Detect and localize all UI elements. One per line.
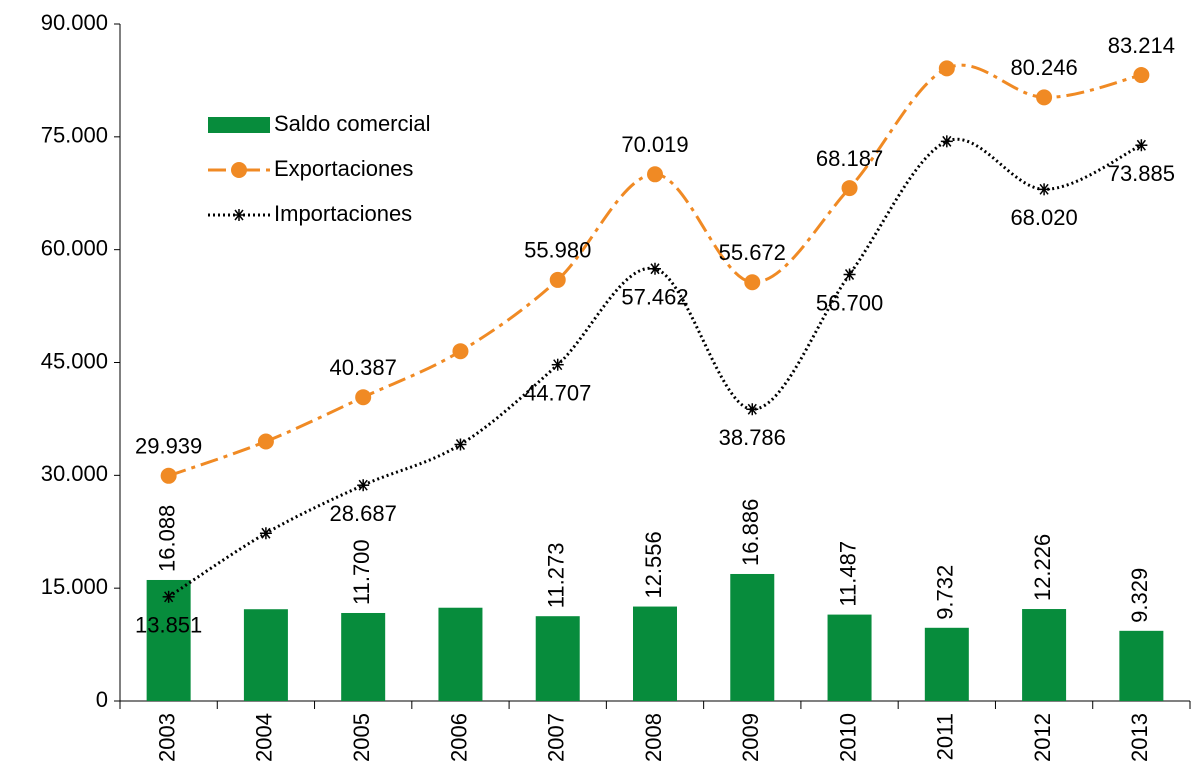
- x-tick-label: 2004: [252, 713, 277, 762]
- line-value-label: 73.885: [1108, 161, 1175, 186]
- point: [259, 527, 272, 540]
- line-value-label: 40.387: [330, 355, 397, 380]
- line-value-label: 44.707: [524, 381, 591, 406]
- bar: [1022, 609, 1067, 701]
- bar: [535, 616, 580, 701]
- x-tick-label: 2011: [933, 713, 958, 760]
- x-tick-label: 2005: [349, 713, 374, 762]
- point: [454, 438, 467, 451]
- x-tick-label: 2006: [446, 713, 471, 762]
- bar-value-label: 12.556: [641, 531, 666, 598]
- bar-value-label: 12.226: [1030, 534, 1055, 601]
- point: [843, 268, 856, 281]
- legend-label: Saldo comercial: [274, 111, 431, 136]
- line-value-label: 80.246: [1010, 55, 1077, 80]
- point: [940, 135, 953, 148]
- y-tick-label: 0: [96, 687, 108, 712]
- bar: [633, 606, 677, 701]
- point: [647, 166, 663, 183]
- bar: [1119, 630, 1164, 701]
- bar-value-label: 11.700: [349, 539, 374, 605]
- point: [160, 467, 177, 484]
- point: [938, 60, 955, 77]
- bar-value-label: 11.273: [544, 543, 569, 609]
- point: [452, 343, 469, 360]
- bar-value-label: 9.329: [1127, 568, 1152, 623]
- y-tick-label: 90.000: [41, 10, 108, 35]
- point: [746, 403, 759, 416]
- x-tick-label: 2009: [738, 713, 763, 762]
- line-value-label: 55.980: [524, 238, 591, 263]
- x-tick-label: 2007: [544, 713, 569, 762]
- point: [744, 274, 761, 291]
- line-value-label: 56.700: [816, 290, 883, 315]
- bar-value-label: 9.732: [933, 565, 958, 620]
- line-value-label: 38.786: [719, 425, 786, 450]
- point: [357, 479, 370, 492]
- point: [549, 271, 566, 288]
- line-value-label: 29.939: [135, 434, 202, 459]
- bar: [730, 573, 775, 701]
- line-value-label: 70.019: [621, 132, 688, 157]
- bar-value-label: 11.487: [835, 541, 860, 607]
- point: [1036, 89, 1053, 106]
- point: [1038, 183, 1051, 196]
- line: [168, 63, 1142, 478]
- y-tick-label: 30.000: [41, 461, 108, 486]
- legend-swatch: [208, 117, 270, 133]
- y-tick-label: 60.000: [41, 235, 108, 260]
- x-tick-label: 2012: [1030, 713, 1055, 762]
- y-tick-label: 45.000: [41, 348, 108, 373]
- legend-label: Exportaciones: [274, 156, 413, 181]
- line-value-label: 68.020: [1010, 205, 1077, 230]
- legend-marker: [231, 162, 247, 178]
- point: [355, 389, 372, 406]
- bar: [438, 607, 483, 701]
- y-tick-label: 15.000: [41, 574, 108, 599]
- point: [649, 262, 661, 275]
- bar-value-label: 16.886: [738, 499, 763, 566]
- bar: [924, 627, 969, 701]
- line-value-label: 68.187: [816, 146, 883, 171]
- point: [1135, 139, 1148, 152]
- y-tick-label: 75.000: [41, 123, 108, 148]
- line-value-label: 83.214: [1108, 33, 1175, 58]
- x-tick-label: 2010: [835, 713, 860, 762]
- x-tick-label: 2003: [154, 713, 179, 762]
- legend-label: Importaciones: [274, 201, 412, 226]
- point: [551, 358, 564, 371]
- line-value-label: 55.672: [719, 240, 786, 265]
- bar: [341, 612, 386, 701]
- point: [1133, 67, 1150, 84]
- bar-value-label: 16.088: [154, 505, 179, 572]
- bar: [827, 614, 872, 701]
- point: [841, 180, 858, 197]
- line-value-label: 57.462: [621, 285, 688, 310]
- line-value-label: 13.851: [135, 613, 202, 638]
- x-tick-label: 2013: [1127, 713, 1152, 762]
- bar: [243, 609, 288, 701]
- x-tick-label: 2008: [641, 713, 666, 762]
- point: [162, 590, 175, 603]
- line: [167, 137, 1143, 599]
- point: [257, 433, 274, 450]
- line-value-label: 28.687: [330, 501, 397, 526]
